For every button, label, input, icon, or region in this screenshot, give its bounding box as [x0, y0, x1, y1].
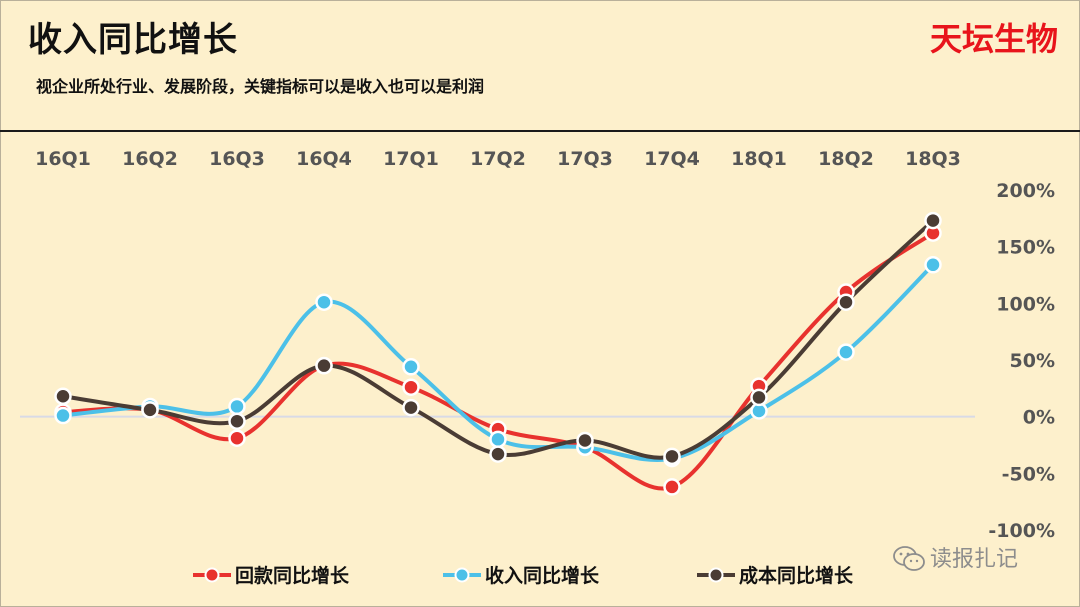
x-tick-label: 17Q1 [383, 148, 439, 170]
data-point [54, 406, 72, 425]
data-point [837, 343, 855, 361]
data-point [402, 398, 420, 417]
data-point [924, 211, 942, 230]
legend-label: 回款同比增长 [235, 564, 350, 587]
data-point [315, 356, 333, 375]
legend-swatch-marker [454, 567, 470, 583]
data-point [54, 387, 72, 406]
x-tick-label: 17Q3 [557, 148, 613, 170]
y-tick-label: 0% [1023, 407, 1055, 429]
x-tick-label: 16Q1 [35, 148, 91, 170]
x-tick-label: 17Q4 [644, 148, 700, 170]
data-point [663, 478, 681, 496]
data-point [489, 430, 507, 449]
data-point [402, 378, 420, 396]
data-point [837, 293, 855, 311]
header-divider [0, 130, 1080, 132]
x-tick-label: 18Q3 [905, 148, 961, 170]
x-tick-label: 16Q2 [122, 148, 178, 170]
x-tick-label: 17Q2 [470, 148, 526, 170]
x-tick-label: 18Q2 [818, 148, 874, 170]
x-tick-label: 18Q1 [731, 148, 787, 170]
y-tick-label: 100% [996, 293, 1055, 315]
y-tick-label: 150% [996, 237, 1055, 259]
legend-swatch-marker [708, 567, 724, 583]
page-subtitle: 视企业所处行业、发展阶段，关键指标可以是收入也可以是利润 [36, 77, 485, 96]
watermark-text: 读报扎记 [930, 547, 1019, 572]
y-tick-label: 200% [996, 180, 1055, 202]
data-point [750, 388, 768, 407]
data-point [228, 429, 246, 447]
wechat-icon [892, 545, 926, 577]
page-title: 收入同比增长 [28, 20, 238, 60]
data-point [141, 401, 159, 419]
data-point [228, 412, 246, 430]
y-tick-label: -100% [988, 520, 1055, 542]
legend-label: 收入同比增长 [485, 564, 600, 587]
brand-name: 天坛生物 [929, 20, 1058, 58]
x-tick-label: 16Q3 [209, 148, 265, 170]
data-point [576, 431, 594, 450]
legend-swatch-marker [204, 567, 220, 583]
legend-label: 成本同比增长 [739, 564, 854, 587]
y-tick-label: 50% [1010, 350, 1055, 372]
data-point [489, 445, 507, 463]
data-point [315, 293, 333, 311]
data-point [663, 447, 681, 466]
data-point [924, 256, 942, 274]
data-point [402, 358, 420, 376]
data-point [228, 397, 246, 416]
x-tick-label: 16Q4 [296, 148, 352, 170]
y-tick-label: -50% [1002, 463, 1055, 485]
